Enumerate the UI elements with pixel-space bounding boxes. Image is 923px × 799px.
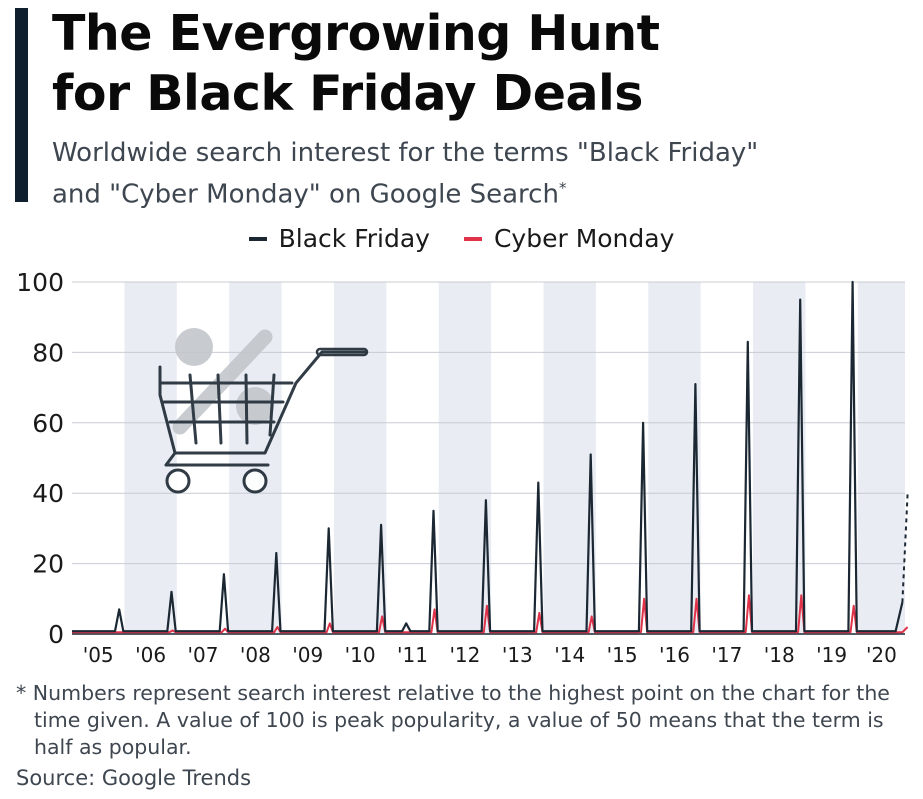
legend-swatch-black-friday xyxy=(248,236,267,241)
x-tick-label: '19 xyxy=(816,643,847,667)
y-tick-label: 40 xyxy=(32,479,64,508)
legend-swatch-cyber-monday xyxy=(463,236,482,241)
subtitle-line-1: Worldwide search interest for the terms … xyxy=(52,138,759,168)
x-tick-label: '05 xyxy=(83,643,114,667)
black-friday-line xyxy=(72,280,904,633)
chart-legend: Black Friday Cyber Monday xyxy=(0,224,923,253)
x-tick-label: '10 xyxy=(345,643,376,667)
x-tick-label: '07 xyxy=(187,643,218,667)
subtitle-line-2: and "Cyber Monday" on Google Search xyxy=(52,179,559,210)
year-bands xyxy=(124,282,905,634)
footnote-line-1: * Numbers represent search interest rela… xyxy=(16,681,890,759)
x-axis: '05 '06 '07 '08 '09 '10 '11 '12 '13 '14 '15 '16 '17 '… xyxy=(72,633,905,667)
y-tick-label: 80 xyxy=(32,338,64,367)
legend-label-cyber-monday: Cyber Monday xyxy=(493,224,675,253)
x-tick-label: '14 xyxy=(554,643,585,667)
x-tick-label: '09 xyxy=(292,643,323,667)
page-title: The Evergrowing Hunt for Black Friday De… xyxy=(52,4,660,124)
year-band xyxy=(857,282,905,634)
legend-label-black-friday: Black Friday xyxy=(278,224,430,253)
x-tick-label: '20 xyxy=(866,643,897,667)
accent-bar xyxy=(15,8,28,202)
x-tick-label: '16 xyxy=(659,643,690,667)
x-tick-label: '17 xyxy=(711,643,742,667)
x-tick-label: '08 xyxy=(240,643,271,667)
x-tick-label: '12 xyxy=(449,643,480,667)
subtitle: Worldwide search interest for the terms … xyxy=(52,136,758,213)
year-band xyxy=(438,282,492,634)
y-tick-label: 20 xyxy=(32,550,64,579)
y-axis: 0 20 40 60 80 100 xyxy=(16,268,64,649)
footnote: * Numbers represent search interest rela… xyxy=(16,680,906,761)
subtitle-footnote-mark: * xyxy=(558,179,567,197)
year-band xyxy=(333,282,387,634)
series-black-friday xyxy=(72,280,909,633)
black-friday-projection xyxy=(901,493,909,603)
source-label: Source: Google Trends xyxy=(16,766,252,790)
y-tick-label: 60 xyxy=(32,409,64,438)
x-tick-label: '06 xyxy=(135,643,166,667)
legend-item-black-friday: Black Friday xyxy=(248,224,430,253)
shopping-cart-icon xyxy=(158,328,369,494)
x-tick-label: '18 xyxy=(764,643,795,667)
x-tick-label: '11 xyxy=(397,643,428,667)
year-band xyxy=(124,282,177,634)
title-line-1: The Evergrowing Hunt xyxy=(52,5,660,62)
y-tick-label: 100 xyxy=(16,268,64,297)
x-tick-label: '13 xyxy=(502,643,533,667)
x-tick-label: '15 xyxy=(607,643,638,667)
y-tick-label: 0 xyxy=(48,620,64,649)
search-interest-chart: 0 20 40 60 80 100 '05 '06 '07 '08 '09 '10 '11 '12 '13… xyxy=(16,268,909,667)
legend-item-cyber-monday: Cyber Monday xyxy=(463,224,675,253)
title-line-2: for Black Friday Deals xyxy=(52,65,643,122)
